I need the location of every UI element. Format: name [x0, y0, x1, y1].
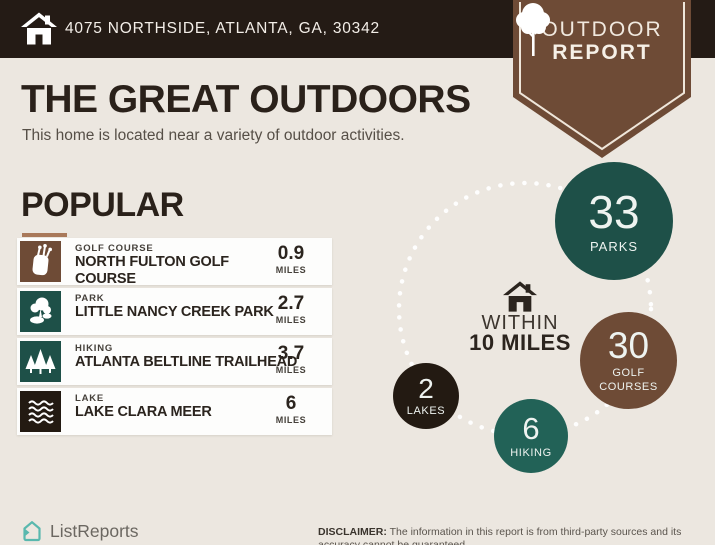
distance-value: 0.9: [277, 243, 305, 264]
waves-icon: [20, 391, 61, 432]
stats-cluster: WITHIN 10 MILES 33 PARKS 30 GOLF COURSES…: [375, 155, 715, 485]
disclaimer-label: DISCLAIMER:: [318, 525, 387, 538]
dotted-radius-ring: [396, 180, 654, 438]
stat-label: LAKES: [406, 405, 446, 417]
item-distance: 3.7 MILES: [260, 344, 322, 375]
page-title: THE GREAT OUTDOORS: [21, 78, 471, 121]
item-text: GOLF COURSE NORTH FULTON GOLF COURSE: [75, 243, 275, 285]
item-category: GOLF COURSE: [75, 243, 154, 254]
stat-label: PARKS: [589, 238, 639, 254]
listreports-logo: ListReports: [20, 519, 139, 543]
home-icon: [503, 281, 537, 312]
item-text: LAKE LAKE CLARA MEER: [75, 393, 275, 421]
item-text: PARK LITTLE NANCY CREEK PARK: [75, 293, 275, 321]
radius-label-within: WITHIN: [481, 312, 559, 334]
stat-value: 30: [607, 324, 650, 366]
distance-unit: MILES: [275, 365, 307, 375]
item-category: HIKING: [75, 343, 114, 354]
radius-label-distance: 10 MILES: [469, 330, 571, 355]
home-icon: [21, 12, 57, 45]
disclaimer: DISCLAIMER: The information in this repo…: [318, 526, 696, 545]
list-item-park: PARK LITTLE NANCY CREEK PARK 2.7 MILES: [17, 288, 332, 335]
item-text: HIKING ATLANTA BELTLINE TRAILHEAD: [75, 343, 298, 371]
item-category: PARK: [75, 293, 105, 304]
badge-title-line2: REPORT: [552, 41, 652, 64]
list-item-golf-course: GOLF COURSE NORTH FULTON GOLF COURSE 0.9…: [17, 238, 332, 285]
pine-trees-icon: [20, 341, 61, 382]
stat-bubble-golf-courses: 30 GOLF COURSES: [580, 312, 677, 409]
distance-value: 2.7: [277, 293, 305, 314]
list-item-lake: LAKE LAKE CLARA MEER 6 MILES: [17, 388, 332, 435]
item-name: LITTLE NANCY CREEK PARK: [75, 304, 274, 320]
distance-unit: MILES: [275, 265, 307, 275]
item-name: ATLANTA BELTLINE TRAILHEAD: [75, 354, 298, 370]
list-item-hiking: HIKING ATLANTA BELTLINE TRAILHEAD 3.7 MI…: [17, 338, 332, 385]
popular-heading: POPULAR: [21, 186, 184, 224]
distance-unit: MILES: [275, 415, 307, 425]
distance-value: 3.7: [277, 343, 305, 364]
item-name: LAKE CLARA MEER: [75, 404, 212, 420]
badge-shape: [513, 0, 691, 158]
stat-label: GOLF COURSES: [599, 366, 658, 393]
brand-name: ListReports: [50, 520, 139, 541]
distance-unit: MILES: [275, 315, 307, 325]
stat-value: 33: [588, 185, 640, 238]
stat-bubble-lakes: 2 LAKES: [393, 363, 459, 429]
item-category: LAKE: [75, 393, 105, 404]
property-address: 4075 NORTHSIDE, ATLANTA, GA, 30342: [65, 20, 380, 37]
distance-value: 6: [285, 393, 297, 414]
heading-accent-line: [22, 233, 67, 237]
stat-value: 6: [522, 411, 540, 446]
stat-bubble-parks: 33 PARKS: [555, 162, 673, 280]
page-subtitle: This home is located near a variety of o…: [22, 127, 405, 144]
stat-value: 2: [418, 373, 434, 404]
listreports-house-icon: [23, 521, 41, 542]
stat-bubble-hiking: 6 HIKING: [494, 399, 568, 473]
item-name: NORTH FULTON GOLF COURSE: [75, 254, 229, 285]
disclaimer-text: The information in this report is from t…: [318, 525, 682, 545]
item-distance: 2.7 MILES: [260, 294, 322, 325]
popular-list: GOLF COURSE NORTH FULTON GOLF COURSE 0.9…: [17, 238, 332, 438]
badge-title-line1: OUTDOOR: [541, 18, 663, 41]
stat-label: HIKING: [510, 447, 552, 459]
item-distance: 6 MILES: [260, 394, 322, 425]
tree-icon: [516, 3, 550, 56]
park-tree-icon: [20, 291, 61, 332]
outdoor-report-badge: OUTDOOR REPORT: [513, 0, 691, 160]
item-distance: 0.9 MILES: [260, 244, 322, 275]
golf-bag-icon: [20, 241, 61, 282]
